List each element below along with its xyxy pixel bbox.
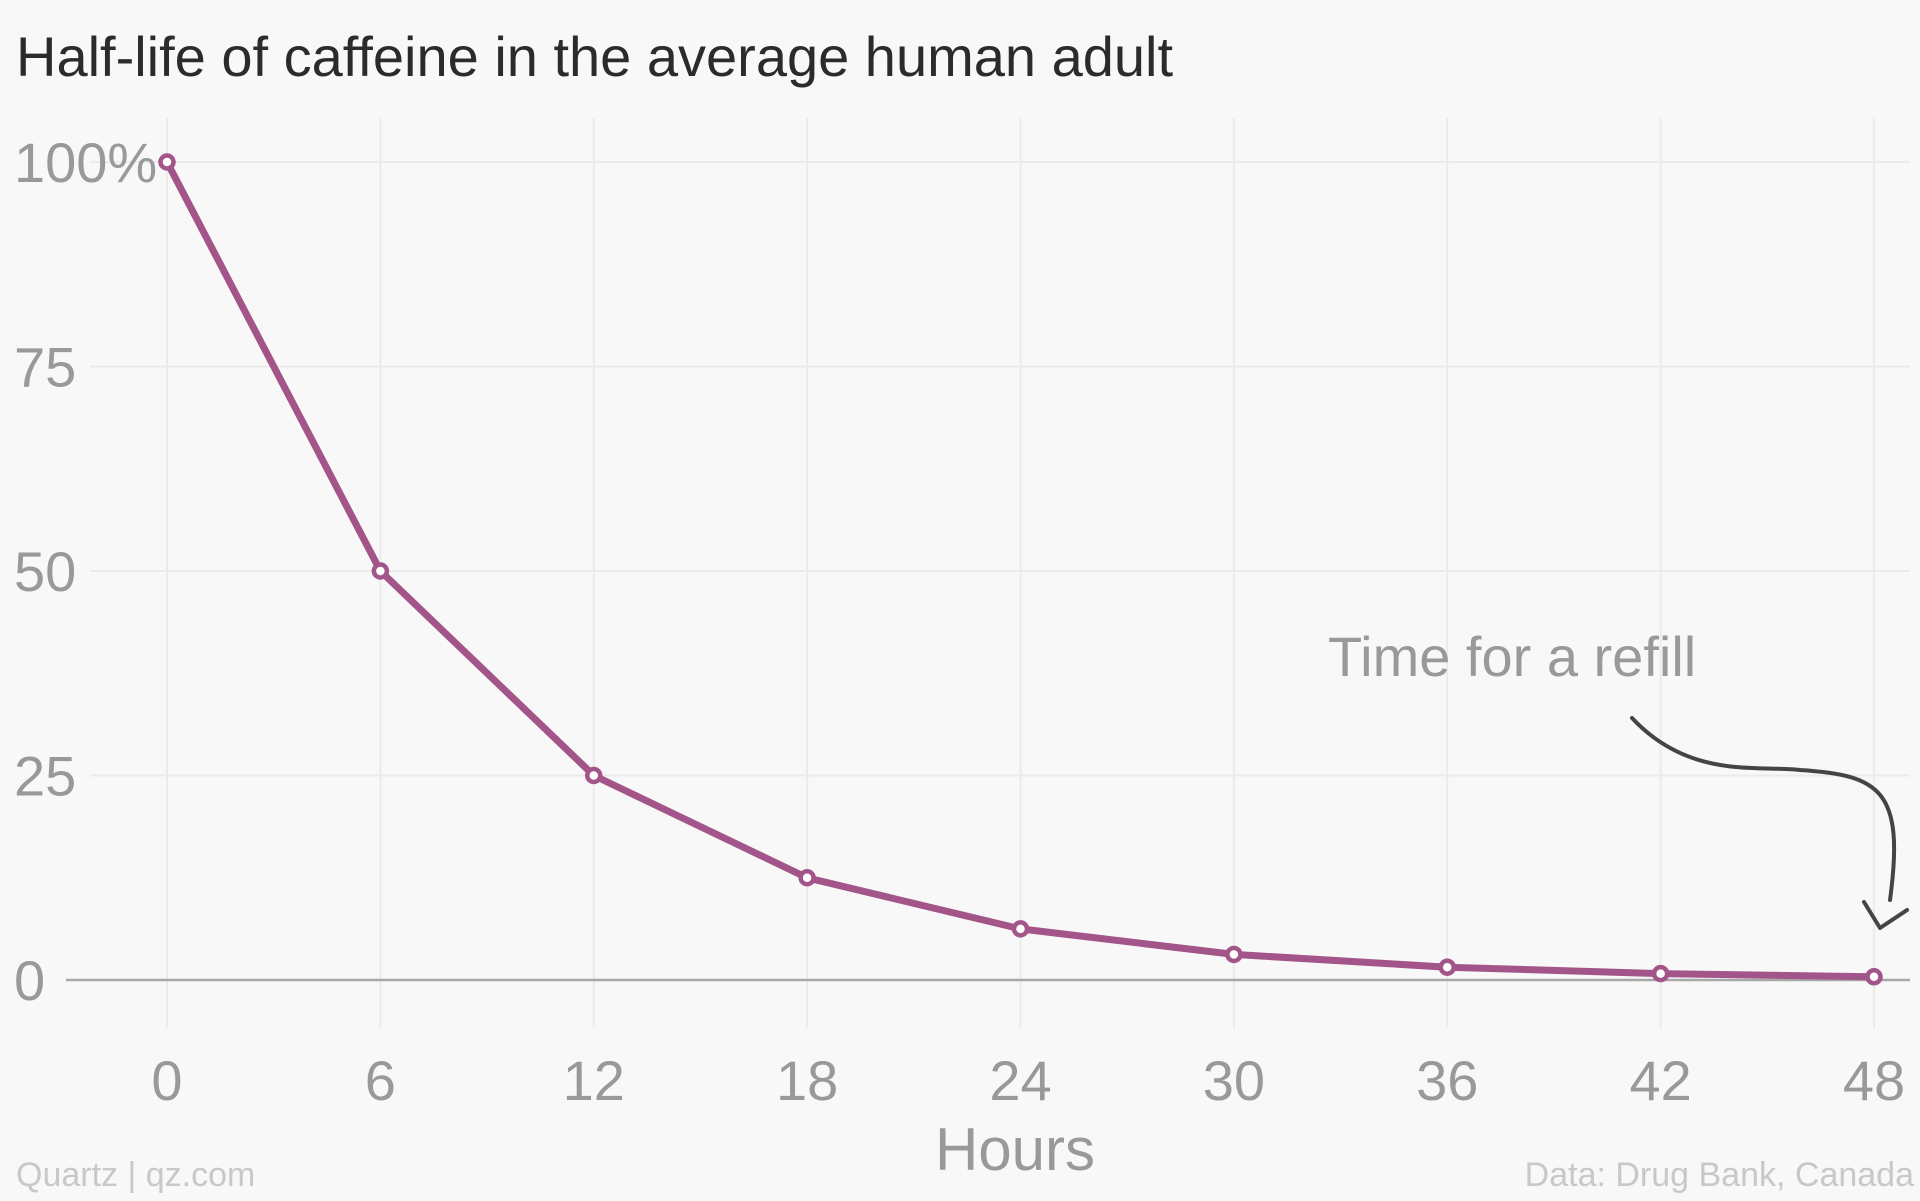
arrowhead-icon [1862,900,1909,930]
data-point [1651,964,1670,983]
x-tick-label: 18 [776,1049,838,1112]
y-tick-label: 100% [14,131,157,194]
x-tick-label: 12 [563,1049,625,1112]
x-tick-label: 6 [365,1049,396,1112]
x-tick-label: 0 [151,1049,182,1112]
x-tick-label: 48 [1843,1049,1905,1112]
chart-title: Half-life of caffeine in the average hum… [16,25,1174,88]
x-tick-label: 36 [1416,1049,1478,1112]
x-tick-labels: 0 6 12 18 24 30 36 42 48 [151,1049,1905,1112]
annotation: Time for a refill [1328,625,1909,930]
data-point [1438,958,1456,976]
source-text: Data: Drug Bank, Canada [1524,1156,1914,1194]
y-tick-labels: 0 25 50 75 100% [14,131,157,1012]
data-point [1865,968,1883,986]
x-tick-label: 30 [1203,1049,1265,1112]
data-points [158,153,1883,986]
grid-lines [90,118,1910,1028]
y-tick-label: 0 [14,949,45,1012]
data-point [158,153,176,171]
x-tick-label: 24 [989,1049,1051,1112]
x-tick-label: 42 [1629,1049,1691,1112]
y-tick-label: 50 [14,540,76,603]
y-tick-label: 25 [14,745,76,808]
data-point [1011,920,1030,938]
annotation-arrow [1630,716,1897,902]
data-point [371,562,390,580]
data-point [1225,945,1243,964]
y-tick-label: 75 [14,336,76,399]
credit-text: Quartz | qz.com [16,1156,256,1194]
data-point [798,869,816,887]
data-point [585,766,603,785]
x-axis-label: Hours [935,1116,1095,1183]
annotation-label: Time for a refill [1328,625,1696,688]
